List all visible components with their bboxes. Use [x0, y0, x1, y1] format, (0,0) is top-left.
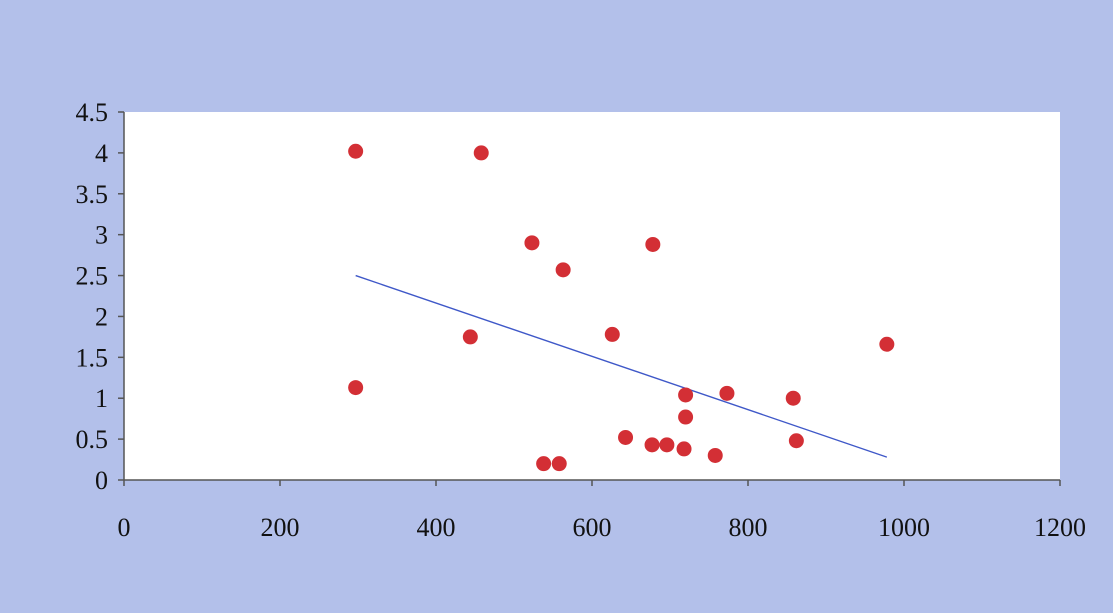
data-points: [348, 143, 895, 472]
data-point: [555, 262, 571, 278]
x-tick-label: 800: [729, 513, 768, 542]
y-tick-label: 2: [95, 302, 108, 331]
x-axis-ticks: 0 200 400 600 800 1000 1200: [118, 480, 1086, 542]
data-point: [676, 441, 692, 457]
plot-area: [124, 112, 1060, 480]
data-point: [678, 387, 694, 403]
x-tick-label: 1000: [878, 513, 930, 542]
data-point: [348, 143, 364, 159]
x-tick-label: 400: [417, 513, 456, 542]
data-point: [879, 336, 895, 352]
y-tick-label: 3.5: [76, 180, 109, 209]
data-point: [551, 456, 567, 472]
data-point: [524, 235, 540, 251]
x-tick-label: 1200: [1034, 513, 1086, 542]
y-tick-label: 4: [95, 139, 108, 168]
y-tick-label: 1.5: [76, 343, 109, 372]
data-point: [659, 437, 675, 453]
trendline-group: [355, 274, 888, 458]
data-point: [348, 380, 364, 396]
x-tick-label: 0: [118, 513, 131, 542]
data-point: [604, 326, 620, 342]
y-tick-label: 0: [95, 466, 108, 495]
y-axis-ticks: 0 0.5 1 1.5 2 2.5 3 3.5 4 4.5: [76, 98, 124, 495]
y-tick-label: 4.5: [76, 98, 109, 127]
data-point: [788, 433, 804, 449]
x-tick-label: 600: [573, 513, 612, 542]
data-point: [462, 329, 478, 345]
data-point: [707, 447, 723, 463]
trendline: [355, 274, 888, 458]
data-point: [536, 456, 552, 472]
data-point: [785, 390, 801, 406]
data-point: [644, 437, 660, 453]
y-tick-label: 1: [95, 384, 108, 413]
data-point: [678, 409, 694, 425]
data-point: [645, 236, 661, 252]
data-point: [719, 385, 735, 401]
y-tick-label: 3: [95, 221, 108, 250]
y-tick-label: 2.5: [76, 262, 109, 291]
data-point: [618, 429, 634, 445]
x-tick-label: 200: [261, 513, 300, 542]
y-tick-label: 0.5: [76, 425, 109, 454]
data-point: [473, 145, 489, 161]
